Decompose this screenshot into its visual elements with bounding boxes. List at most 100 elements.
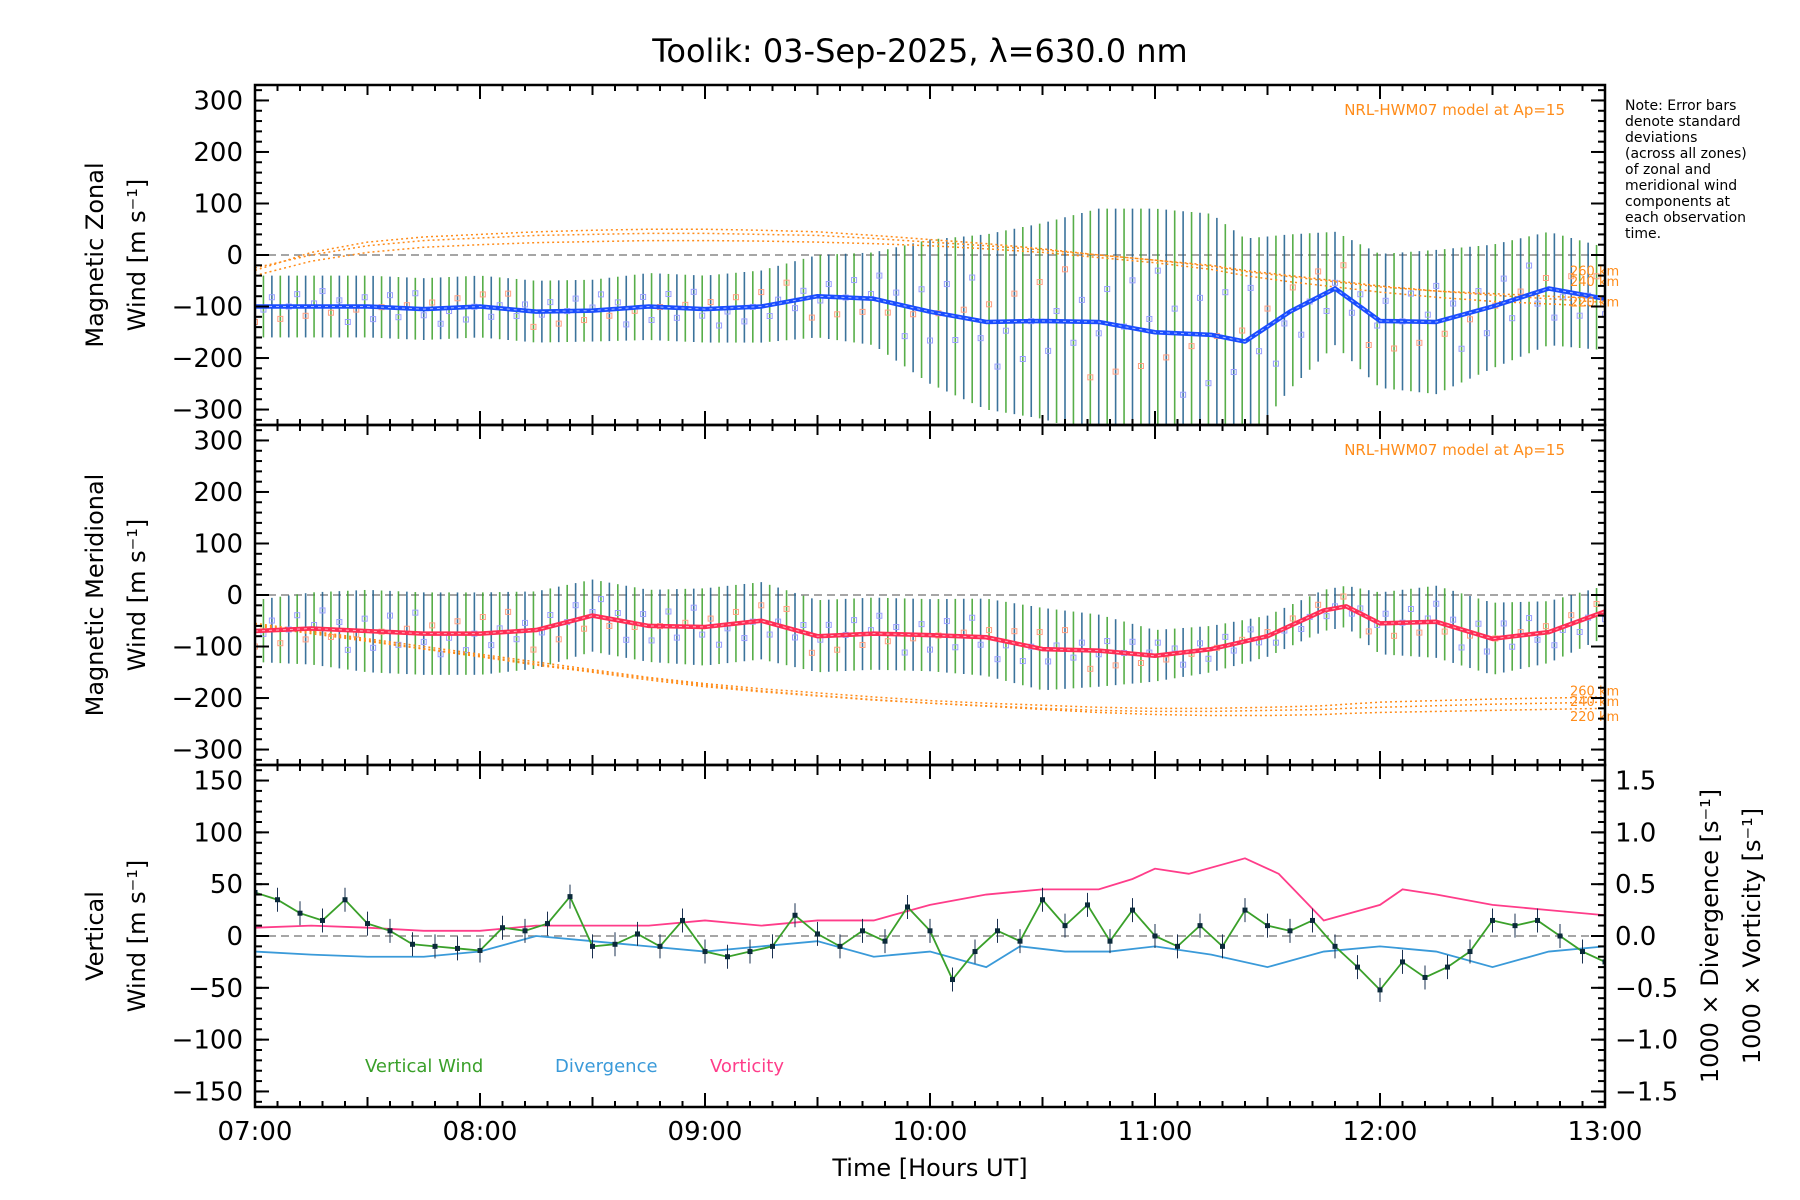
- vertical-wind-point: [297, 910, 303, 916]
- zone-point: [901, 649, 908, 656]
- zone-point: [505, 290, 512, 297]
- right-tick-label: 0.0: [1615, 922, 1656, 952]
- zone-point: [1526, 262, 1533, 269]
- zone-point: [1247, 284, 1254, 291]
- note-line: denote standard: [1625, 114, 1741, 130]
- y-tick-label: 200: [193, 138, 243, 168]
- zone-point: [690, 604, 697, 611]
- vertical-wind-point: [815, 931, 820, 937]
- vertical-wind-point: [567, 894, 573, 900]
- zone-point: [387, 292, 393, 299]
- y-tick-label: −300: [172, 736, 243, 766]
- zone-point: [522, 301, 528, 308]
- zone-point: [1382, 297, 1389, 304]
- y-axis-label-line2: Wind [m s⁻¹]: [123, 519, 151, 671]
- model-curve-1: [255, 625, 1605, 713]
- vertical-panel: 1.5 1.0 0.5 0.0 −0.5 −1.0 −1.5 1000 × Divergenc…: [81, 763, 1766, 1109]
- zone-point: [327, 309, 334, 316]
- zone-point: [319, 288, 326, 295]
- y-axis-label-line1: Vertical: [81, 891, 109, 981]
- zone-point: [1289, 615, 1296, 622]
- y-tick-label: −100: [172, 1026, 243, 1056]
- zone-point: [1062, 266, 1068, 273]
- zone-point: [1197, 640, 1203, 647]
- vertical-wind-point: [1197, 923, 1203, 929]
- zone-point: [361, 615, 368, 622]
- y-axis-label-line2: Wind [m s⁻¹]: [123, 860, 151, 1012]
- zone-point: [1298, 626, 1305, 632]
- vertical-wind-point: [500, 925, 505, 931]
- zone-point: [758, 289, 765, 296]
- zone-point: [1500, 620, 1507, 627]
- zone-point: [1593, 600, 1600, 607]
- zone-point: [1357, 291, 1364, 298]
- zone-point: [969, 274, 976, 281]
- zone-point: [800, 622, 807, 629]
- y-tick-label: 100: [193, 529, 243, 559]
- vertical-wind-point: [1085, 902, 1090, 908]
- vertical-wind-point: [522, 928, 528, 934]
- zone-point: [302, 312, 309, 319]
- zone-point: [910, 311, 917, 318]
- vertical-wind-point: [1512, 923, 1518, 929]
- zone-point: [960, 306, 967, 313]
- zone-point: [344, 646, 351, 653]
- zone-point: [1340, 593, 1347, 600]
- vertical-wind-point: [747, 949, 753, 955]
- vertical-wind-point: [1130, 907, 1135, 913]
- zone-point: [294, 291, 301, 298]
- x-tick-label: 09:00: [668, 1117, 743, 1147]
- zone-point: [673, 314, 680, 321]
- zone-point: [1289, 284, 1296, 291]
- zone-point: [1087, 374, 1094, 381]
- zone-point: [1424, 311, 1431, 318]
- zone-point: [792, 305, 798, 312]
- zone-point: [1062, 627, 1068, 634]
- x-tick-label: 07:00: [218, 1117, 293, 1147]
- zone-point: [1568, 612, 1575, 619]
- vertical-wind-point: [1400, 959, 1405, 965]
- vertical-wind-point: [612, 941, 618, 947]
- zone-point: [690, 288, 697, 295]
- zone-point: [825, 281, 832, 288]
- zone-point: [1205, 380, 1212, 387]
- zone-point: [1542, 275, 1549, 282]
- vertical-wind-point: [972, 949, 978, 955]
- zone-point: [1163, 656, 1170, 663]
- plot-area: [255, 208, 1605, 425]
- zone-point: [1281, 320, 1288, 327]
- zone-point: [1180, 661, 1187, 668]
- y-tick-label: −300: [172, 396, 243, 426]
- zone-point: [1559, 293, 1566, 300]
- y-tick-label: 0: [226, 581, 243, 611]
- vertical-wind-point: [1355, 964, 1360, 970]
- zone-point: [395, 314, 402, 321]
- zone-point: [1348, 309, 1355, 316]
- zone-point: [943, 281, 950, 288]
- vertical-wind-point: [1580, 949, 1585, 955]
- zone-point: [572, 602, 579, 609]
- zone-point: [606, 312, 613, 319]
- zone-point: [1053, 308, 1060, 315]
- zone-point: [1323, 307, 1330, 314]
- zone-point: [513, 313, 520, 320]
- zone-point: [462, 647, 469, 654]
- y-tick-label: 150: [193, 767, 243, 797]
- zone-point: [808, 314, 815, 321]
- vertical-wind-point: [702, 949, 708, 955]
- zone-point: [420, 638, 427, 645]
- zone-point: [1163, 354, 1170, 361]
- zone-point: [462, 316, 469, 323]
- plot-area: [255, 579, 1605, 717]
- zone-point: [614, 610, 621, 617]
- zone-point: [665, 608, 672, 615]
- vertical-wind-point: [1422, 974, 1428, 980]
- zone-point: [547, 299, 554, 306]
- zone-point: [505, 608, 512, 615]
- zone-point: [766, 313, 773, 320]
- vertical-wind-point: [1557, 933, 1563, 939]
- zone-point: [943, 618, 950, 625]
- zone-point: [1095, 330, 1102, 337]
- zone-point: [488, 642, 495, 649]
- vertical-wind-point: [927, 928, 933, 934]
